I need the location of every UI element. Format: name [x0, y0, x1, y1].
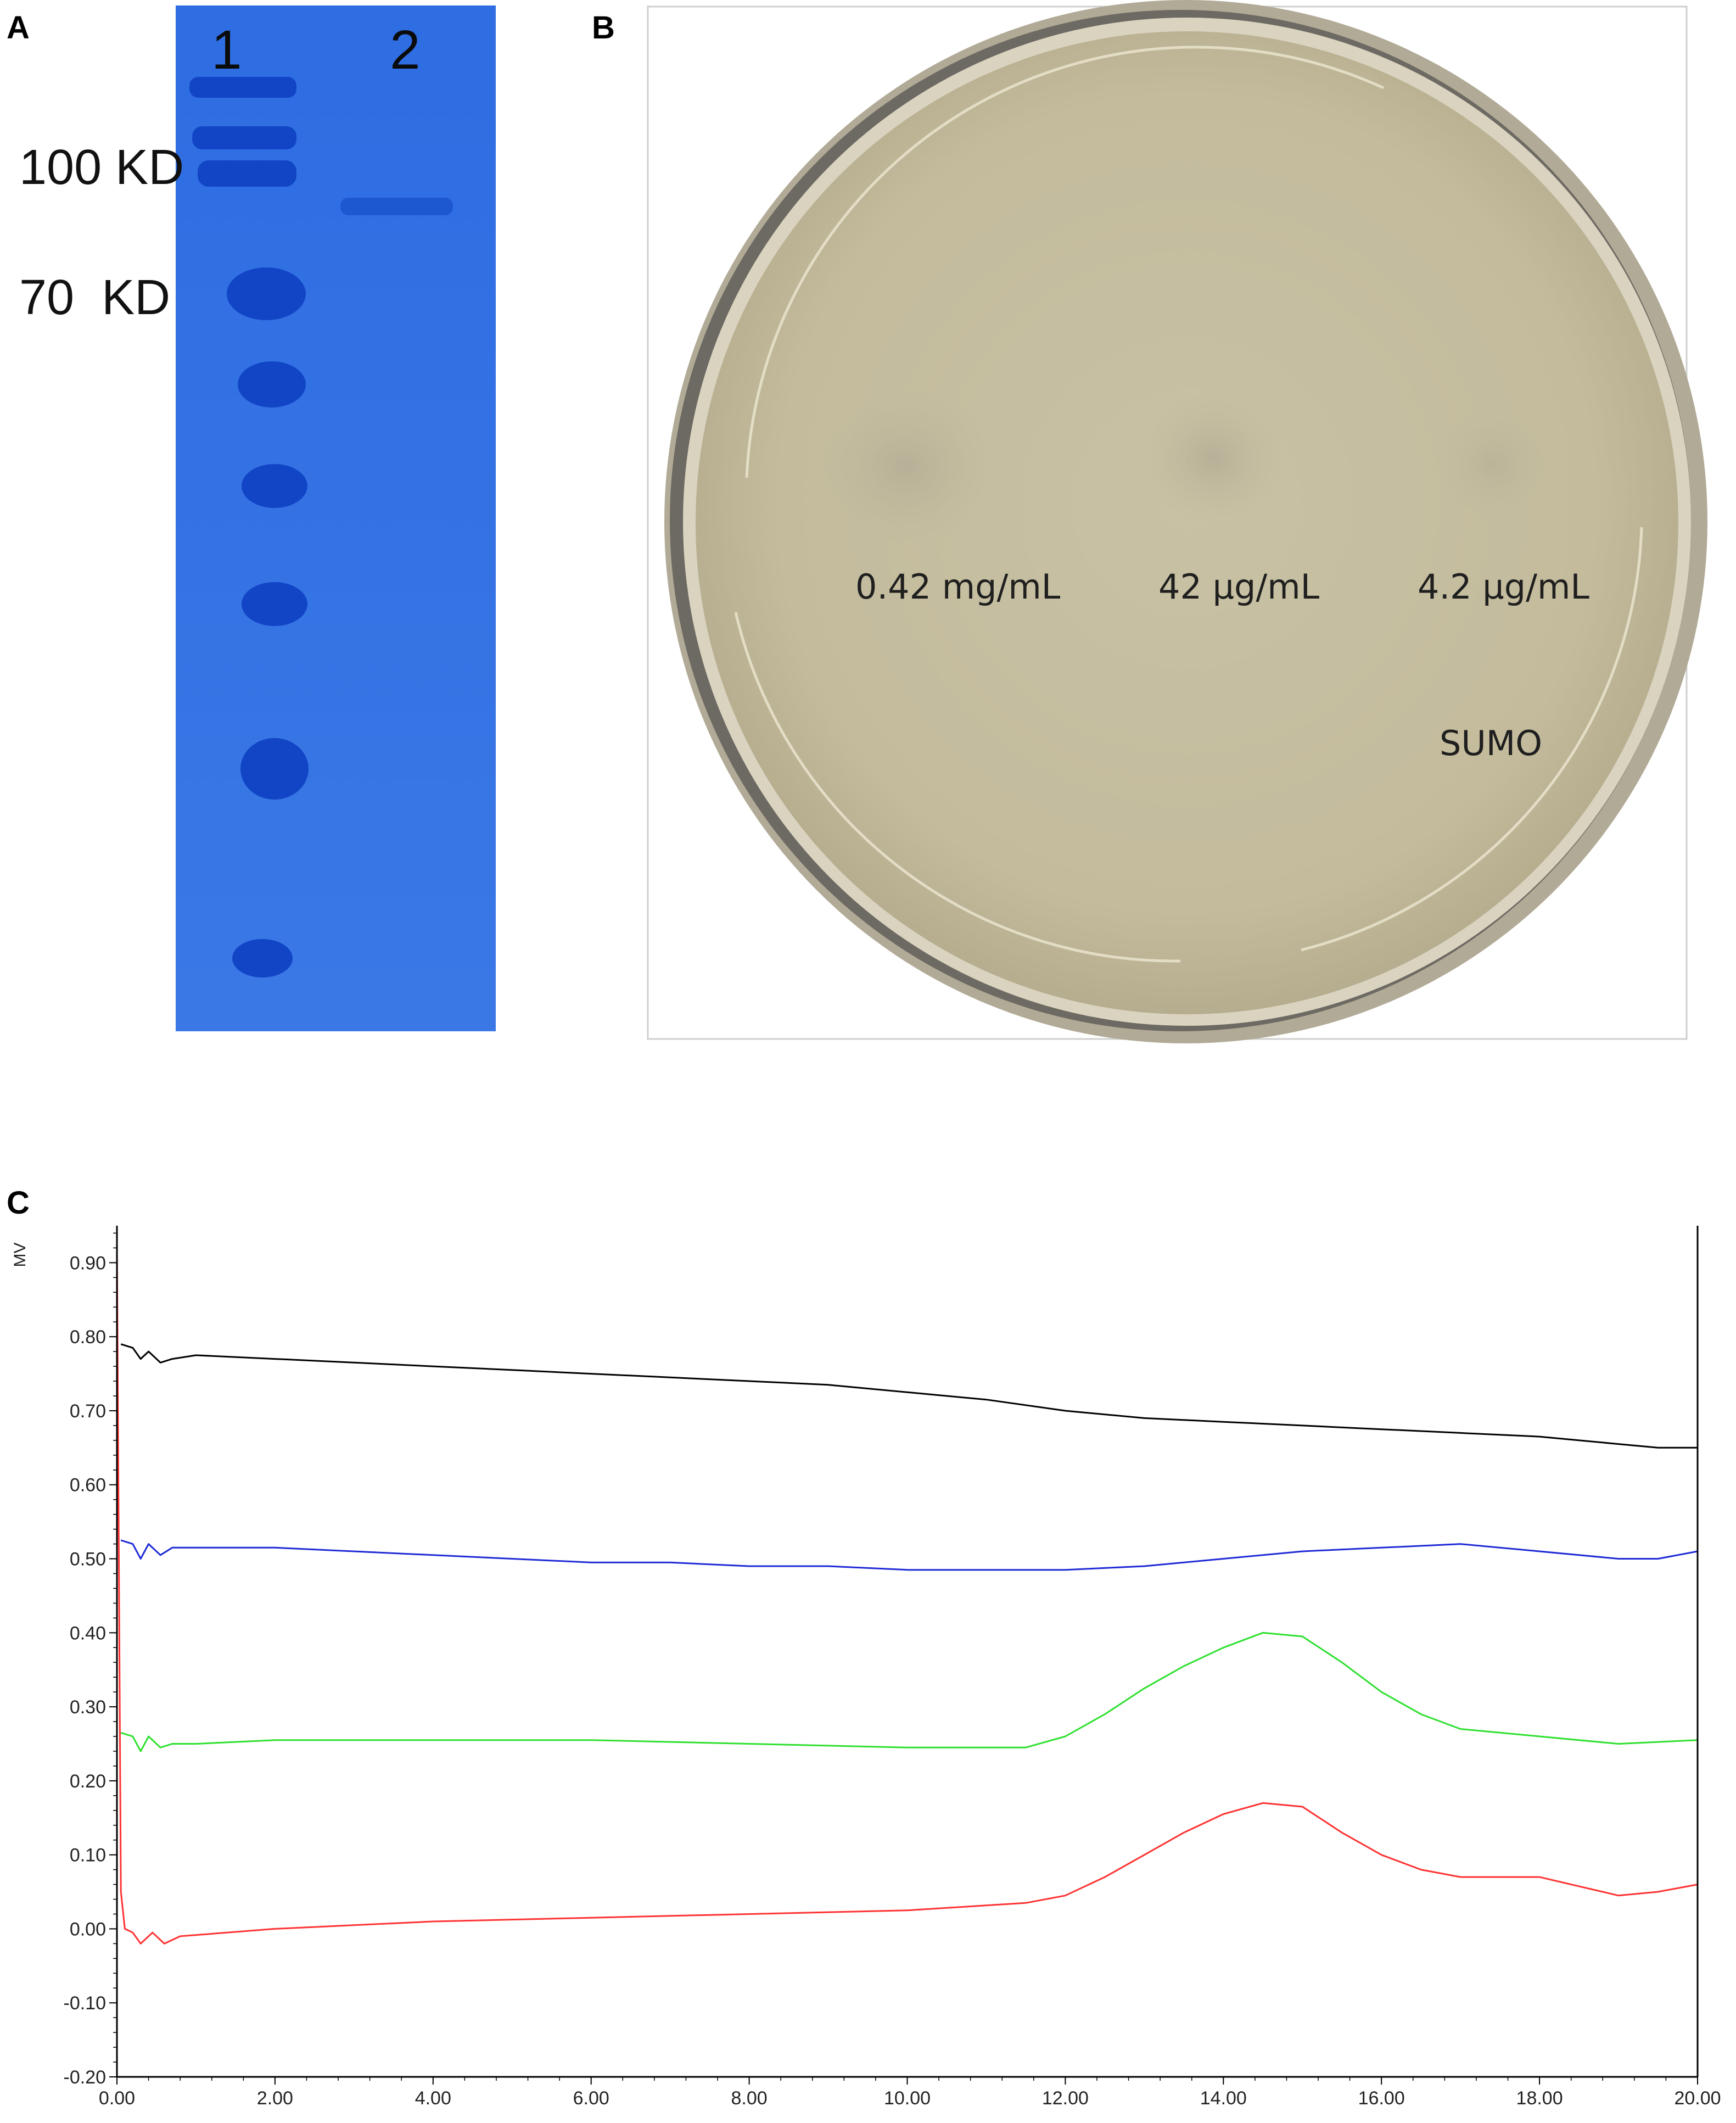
chromatogram: -0.20 -0.10 0.00 0.10 0.20 0.30 0.40 0.50 0.60 0.…	[11, 1226, 1721, 2109]
gel-marker-label: 70 KD	[19, 270, 170, 325]
y-tick-label: 0.20	[70, 1771, 106, 1792]
gel-marker-label: 100 KD	[19, 140, 184, 195]
x-tick-label: 2.00	[257, 2088, 293, 2109]
gel-lane-label: 1	[211, 19, 242, 81]
x-tick-label: 0.00	[99, 2088, 135, 2109]
y-tick-label: 0.90	[70, 1253, 106, 1273]
series-line-1	[120, 1343, 1698, 1449]
concentration-label: 0.42 mg/mL	[855, 567, 1061, 607]
ladder-band	[240, 738, 309, 800]
y-tick-label: 0.10	[70, 1845, 106, 1866]
ladder-band	[198, 160, 296, 187]
x-tick-label: 16.00	[1358, 2088, 1405, 2109]
series-lines	[116, 1248, 1698, 1945]
gel-image	[176, 5, 496, 1031]
gel-lane-label: 2	[390, 19, 421, 81]
y-axis-label: MV	[11, 1243, 29, 1267]
panel-b-letter: B	[592, 10, 615, 46]
concentration-label: 42 µg/mL	[1158, 567, 1320, 607]
marker-ladder	[189, 77, 309, 977]
plate-reflection	[1301, 527, 1643, 952]
series-line-3	[120, 1632, 1698, 1752]
ladder-band	[242, 464, 307, 508]
x-axis-ticks: 0.00 2.00 4.00 6.00 8.00 10.00 12.00 14.00 16.00…	[99, 2077, 1721, 2109]
y-tick-label: -0.20	[64, 2067, 107, 2088]
ladder-band	[238, 361, 306, 407]
series-line-2	[120, 1539, 1698, 1571]
ladder-band	[232, 939, 293, 977]
x-tick-label: 20.00	[1674, 2088, 1721, 2109]
x-tick-label: 18.00	[1516, 2088, 1563, 2109]
y-tick-label: 0.60	[70, 1475, 106, 1496]
y-tick-label: 0.40	[70, 1623, 106, 1644]
panel-c-letter: C	[7, 1185, 30, 1221]
ladder-band	[242, 582, 307, 626]
x-tick-label: 14.00	[1200, 2088, 1247, 2109]
y-tick-label: 0.50	[70, 1549, 106, 1570]
x-tick-label: 4.00	[415, 2088, 451, 2109]
plate-reflection	[734, 612, 1181, 963]
inhibition-zone	[813, 384, 999, 549]
y-axis-ticks: -0.20 -0.10 0.00 0.10 0.20 0.30 0.40 0.50 0.60 0.…	[64, 1232, 117, 2088]
y-tick-label: 0.30	[70, 1697, 106, 1718]
y-tick-label: -0.10	[64, 1993, 107, 2014]
y-tick-label: 0.70	[70, 1401, 106, 1422]
x-tick-label: 8.00	[731, 2088, 768, 2109]
gel-background	[176, 5, 496, 1031]
y-tick-label: 0.00	[70, 1919, 106, 1940]
concentration-label: 4.2 µg/mL	[1418, 567, 1589, 607]
x-tick-label: 6.00	[573, 2088, 609, 2109]
plate-reflection	[745, 46, 1385, 478]
plate-agar	[696, 31, 1678, 1014]
x-tick-label: 10.00	[884, 2088, 931, 2109]
sumo-label: SUMO	[1440, 723, 1542, 763]
series-line-4	[116, 1248, 1698, 1945]
panel-a-letter: A	[7, 10, 30, 46]
protein-band	[340, 198, 453, 215]
agar-plate-photo	[647, 0, 1707, 1043]
inhibition-zone	[1433, 404, 1554, 524]
inhibition-zone	[1142, 393, 1285, 524]
y-tick-label: 0.80	[70, 1327, 106, 1348]
ladder-band	[227, 267, 306, 320]
ladder-band	[189, 77, 296, 98]
ladder-band	[192, 126, 296, 149]
x-tick-label: 12.00	[1042, 2088, 1089, 2109]
